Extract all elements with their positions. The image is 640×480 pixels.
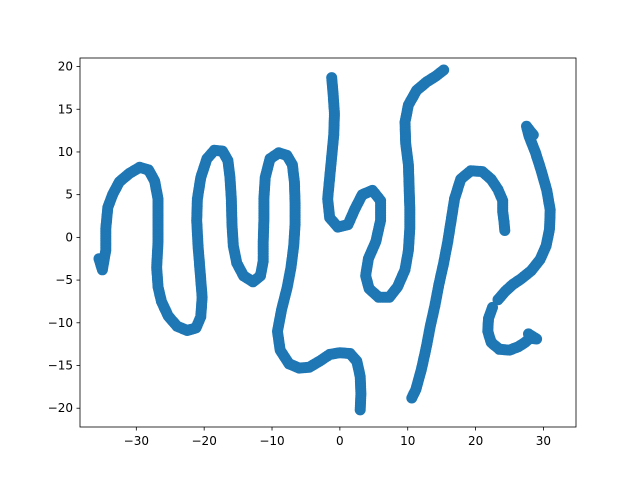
data-point — [438, 64, 450, 76]
x-tick-label: 0 — [336, 434, 344, 448]
y-tick-label: 5 — [65, 188, 73, 202]
axes-frame — [79, 57, 577, 428]
x-tick-label: 10 — [400, 434, 415, 448]
y-tick-label: −5 — [55, 273, 73, 287]
x-tick-label: −10 — [259, 434, 284, 448]
x-tick-label: −20 — [192, 434, 217, 448]
x-tick-label: 20 — [468, 434, 483, 448]
y-tick-label: 20 — [58, 60, 73, 74]
points-layer — [93, 64, 556, 416]
y-tick-label: 0 — [65, 230, 73, 244]
y-tick-label: −10 — [48, 316, 73, 330]
data-point — [523, 328, 534, 340]
y-tick-label: 10 — [58, 145, 73, 159]
y-tick-label: −15 — [48, 359, 73, 373]
y-tick-label: 15 — [58, 102, 73, 116]
data-point — [499, 225, 511, 236]
x-axis: −30 −20 −10 0 10 20 30 — [124, 427, 551, 448]
x-tick-label: 30 — [536, 434, 551, 448]
x-tick-label: −30 — [124, 434, 149, 448]
y-axis: −20 −15 −10 −5 0 5 10 15 20 — [48, 60, 80, 415]
y-tick-label: −20 — [48, 401, 73, 415]
data-point — [527, 129, 539, 141]
data-point — [354, 404, 366, 416]
